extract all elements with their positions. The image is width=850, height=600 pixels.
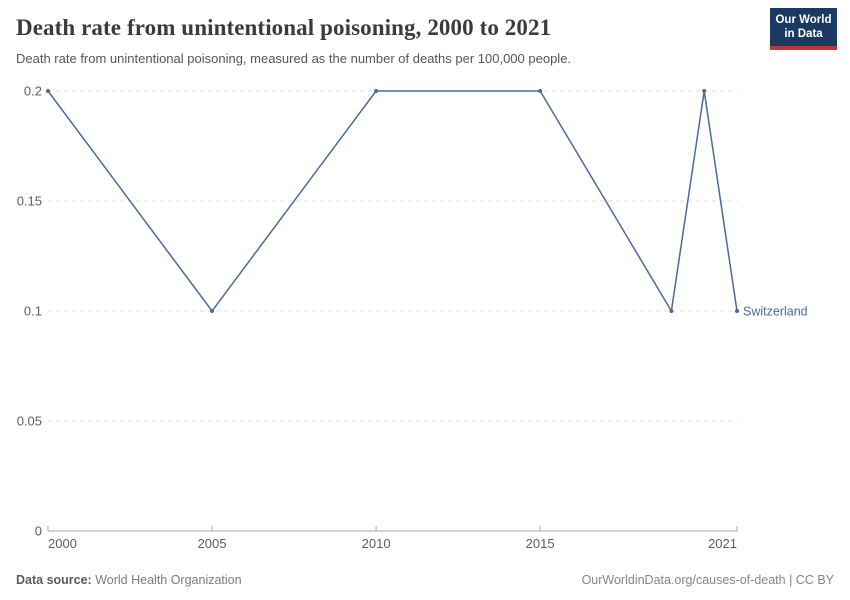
chart-header: Death rate from unintentional poisoning,… [16, 14, 740, 67]
owid-logo-red-bar [770, 45, 837, 50]
data-point[interactable] [46, 89, 50, 93]
x-tick-label: 2000 [48, 536, 77, 551]
chart-subtitle: Death rate from unintentional poisoning,… [16, 50, 572, 66]
owid-logo-line2: in Data [784, 28, 823, 41]
owid-logo: Our World in Data [770, 8, 837, 50]
x-tick-label: 2005 [198, 536, 227, 551]
y-tick-label: 0.05 [17, 414, 42, 429]
chart-title: Death rate from unintentional poisoning,… [16, 15, 552, 40]
x-tick-label: 2015 [526, 536, 555, 551]
owid-logo-box: Our World in Data [770, 8, 837, 46]
data-point[interactable] [210, 309, 215, 313]
data-point[interactable] [669, 309, 674, 313]
y-tick-label: 0.1 [24, 304, 42, 319]
y-tick-label: 0 [35, 524, 42, 539]
data-point[interactable] [702, 89, 707, 93]
data-point[interactable] [374, 89, 379, 93]
data-point[interactable] [735, 309, 739, 313]
data-source-value: World Health Organization [95, 573, 242, 587]
chart-footer: Data source: World Health Organization O… [16, 573, 834, 587]
y-tick-label: 0.2 [24, 84, 42, 99]
data-source: Data source: World Health Organization [16, 573, 242, 587]
credit-link[interactable]: OurWorldinData.org/causes-of-death | CC … [581, 573, 834, 587]
y-tick-label: 0.15 [17, 194, 42, 209]
owid-logo-line1: Our World [775, 14, 832, 26]
data-point[interactable] [538, 89, 543, 93]
x-tick-label: 2021 [708, 536, 737, 551]
x-tick-label: 2010 [362, 536, 391, 551]
series-end-label[interactable]: Switzerland [743, 305, 808, 319]
data-source-label: Data source: [16, 573, 92, 587]
